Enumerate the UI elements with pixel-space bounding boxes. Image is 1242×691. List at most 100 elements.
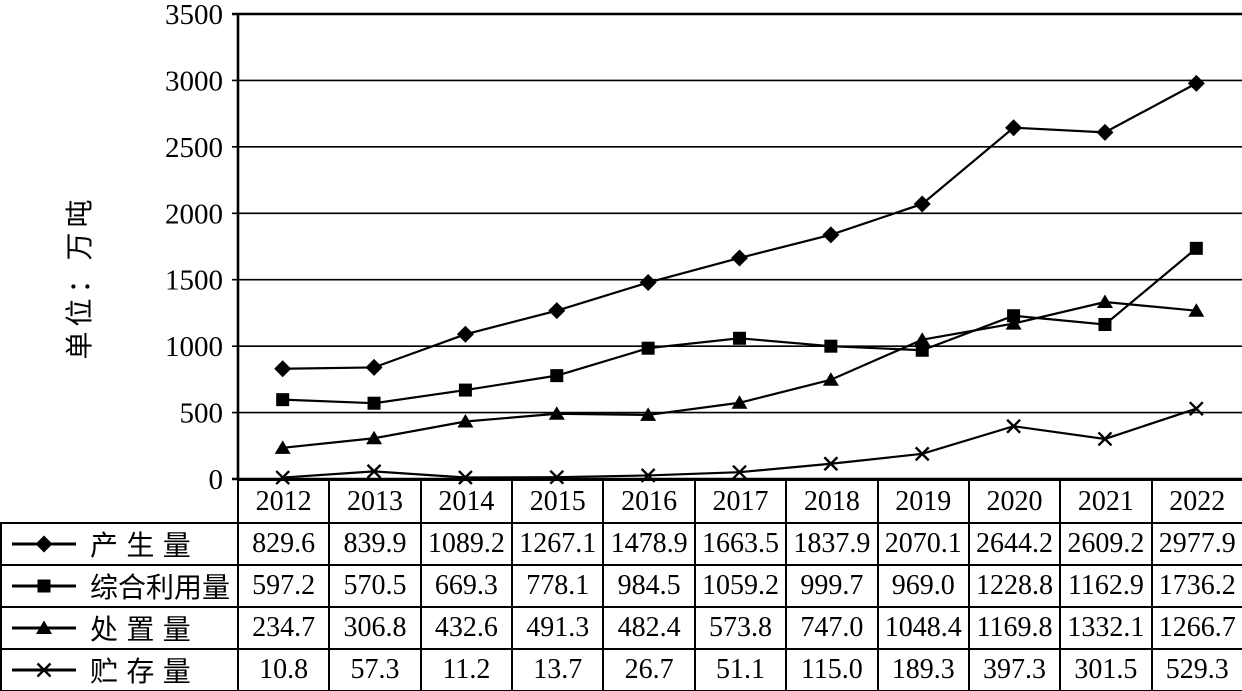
value-cell: 491.3 xyxy=(511,606,605,650)
diamond-marker xyxy=(548,302,566,320)
value-cell: 189.3 xyxy=(876,648,970,691)
triangle-marker xyxy=(1005,316,1022,330)
square-marker xyxy=(276,393,290,407)
y-tick-label: 3000 xyxy=(165,65,223,97)
diamond-marker xyxy=(1187,74,1205,92)
x-marker xyxy=(36,662,52,678)
series-产生量 xyxy=(274,74,1205,378)
year-header-cell: 2020 xyxy=(967,479,1062,524)
value-cell: 573.8 xyxy=(693,606,788,650)
triangle-marker xyxy=(548,406,565,420)
x-marker xyxy=(1097,431,1113,447)
value-cell: 51.1 xyxy=(693,648,788,691)
value-cell: 234.7 xyxy=(236,606,331,650)
table-row: 综合利用量 597.2 570.5 669.3 778.1 984.5 1059.2 999.… xyxy=(0,564,1242,608)
y-tick-label: 3500 xyxy=(165,0,223,31)
table-row: 产生量 829.6 839.9 1089.2 1267.1 1478.9 1663.5 183… xyxy=(0,522,1242,566)
square-marker xyxy=(550,369,564,383)
table-row: 处置量 234.7 306.8 432.6 491.3 482.4 573.8 747.0 10… xyxy=(0,606,1242,650)
value-cell: 13.7 xyxy=(511,648,605,691)
series-line xyxy=(282,82,1197,370)
value-cell: 570.5 xyxy=(328,564,422,608)
triangle-marker xyxy=(731,395,748,409)
value-cell: 747.0 xyxy=(785,606,879,650)
value-cell: 115.0 xyxy=(785,648,879,691)
value-cell: 11.2 xyxy=(419,648,514,691)
diamond-marker xyxy=(639,274,657,292)
series-line xyxy=(282,247,1198,405)
year-header-cell: 2017 xyxy=(693,479,788,524)
triangle-marker xyxy=(1096,294,1113,309)
value-cell: 1267.1 xyxy=(511,522,605,566)
x-marker xyxy=(732,464,747,480)
value-cell: 301.5 xyxy=(1059,648,1153,691)
year-header-cell: 2016 xyxy=(602,479,696,524)
square-marker xyxy=(641,341,655,355)
diamond-marker xyxy=(35,535,53,553)
triangle-marker xyxy=(36,620,52,634)
series-处置量 xyxy=(274,294,1205,454)
value-cell: 10.8 xyxy=(236,648,331,691)
value-cell: 2070.1 xyxy=(876,522,970,566)
value-cell: 2644.2 xyxy=(967,522,1062,566)
diamond-marker xyxy=(822,226,840,244)
value-cell: 57.3 xyxy=(328,648,422,691)
diamond-marker xyxy=(365,358,383,376)
value-cell: 984.5 xyxy=(602,564,696,608)
series-综合利用量 xyxy=(276,241,1203,410)
legend-swatch-x-icon xyxy=(12,662,76,678)
series-line xyxy=(282,300,1197,449)
legend-cell: 贮存量 xyxy=(0,648,239,691)
value-cell: 26.7 xyxy=(602,648,696,691)
value-cell: 1169.8 xyxy=(967,606,1062,650)
legend-cell: 综合利用量 xyxy=(0,564,239,608)
legend-cell: 处置量 xyxy=(0,606,239,650)
legend-label: 综合利用量 xyxy=(90,573,231,604)
diamond-marker xyxy=(1005,119,1023,137)
value-cell: 529.3 xyxy=(1150,648,1242,691)
square-marker xyxy=(1098,318,1112,332)
legend-label: 产生量 xyxy=(90,531,200,562)
legend-swatch-diamond-icon xyxy=(12,535,76,553)
diamond-marker xyxy=(274,360,292,378)
year-header-cell: 2021 xyxy=(1059,479,1153,524)
y-tick-label: 1000 xyxy=(165,331,223,363)
square-marker xyxy=(458,383,472,397)
legend-label: 贮存量 xyxy=(90,657,200,688)
value-cell: 999.7 xyxy=(785,564,879,608)
legend-swatch-square-icon xyxy=(12,579,76,593)
legend-swatch-triangle-icon xyxy=(12,620,76,634)
y-tick-label: 2000 xyxy=(165,198,223,230)
value-cell: 597.2 xyxy=(236,564,331,608)
series-line xyxy=(282,407,1197,479)
square-marker xyxy=(1007,309,1021,323)
value-cell: 839.9 xyxy=(328,522,422,566)
triangle-marker xyxy=(640,407,657,421)
value-cell: 778.1 xyxy=(511,564,605,608)
data-table: 2012 2013 2014 2015 2016 2017 2018 2019 2020 2021… xyxy=(0,479,1242,691)
triangle-marker xyxy=(366,430,383,445)
value-cell: 1266.7 xyxy=(1150,606,1242,650)
diamond-marker xyxy=(1096,123,1114,141)
value-cell: 432.6 xyxy=(419,606,514,650)
square-marker xyxy=(37,579,51,593)
triangle-marker xyxy=(1188,303,1205,317)
y-axis-title: 单位：万吨 xyxy=(65,194,96,360)
legend-label: 处置量 xyxy=(90,615,200,646)
x-marker xyxy=(914,446,930,462)
table-corner-blank xyxy=(1,480,238,523)
table-row: 贮存量 10.8 57.3 11.2 13.7 26.7 51.1 115.0 189.3 397… xyxy=(0,648,1242,691)
x-marker xyxy=(823,456,839,472)
y-tick-label: 500 xyxy=(180,398,224,430)
value-cell: 1228.8 xyxy=(967,564,1062,608)
value-cell: 1837.9 xyxy=(785,522,879,566)
square-marker xyxy=(915,343,929,357)
value-cell: 306.8 xyxy=(328,606,422,650)
year-header-cell: 2015 xyxy=(511,479,605,524)
value-cell: 669.3 xyxy=(419,564,514,608)
value-cell: 482.4 xyxy=(602,606,696,650)
x-marker xyxy=(1188,401,1204,417)
x-marker xyxy=(366,464,382,479)
